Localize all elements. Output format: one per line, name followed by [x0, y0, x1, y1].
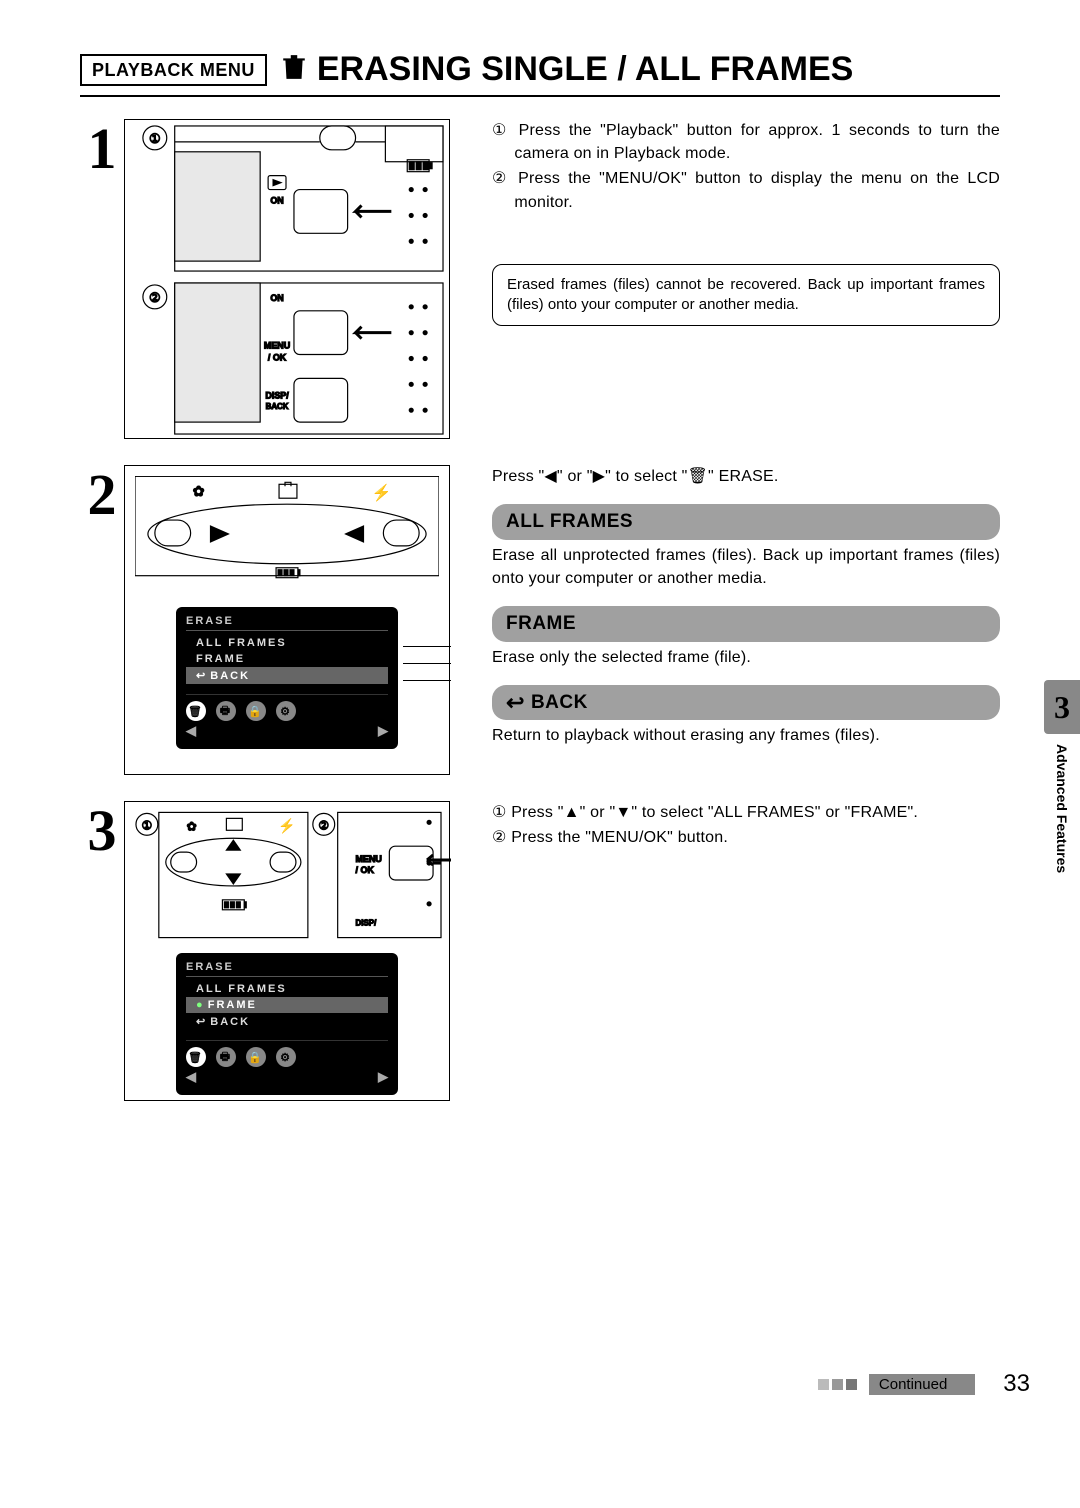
- lcd-title: ERASE: [186, 961, 388, 977]
- lcd-row-allframes: ALL FRAMES: [186, 981, 388, 997]
- trash-icon: 🗑: [186, 1047, 206, 1067]
- svg-text:DISP/: DISP/: [356, 919, 378, 928]
- svg-text:②: ②: [318, 818, 329, 832]
- back-desc: Return to playback without erasing any f…: [492, 724, 1000, 747]
- svg-text:MENU: MENU: [264, 341, 290, 351]
- chapter-side-tab: 3 Advanced Features: [1044, 680, 1080, 910]
- trash-icon: [281, 53, 317, 86]
- svg-text:✿: ✿: [187, 819, 197, 833]
- svg-text:①: ①: [142, 818, 153, 832]
- step-1: 1 ①: [80, 119, 1000, 439]
- section-back-header: ↩ BACK: [492, 685, 1000, 721]
- step2-lead: Press "◀" or "▶" to select "🗑" ERASE.: [492, 465, 1000, 488]
- warning-note: Erased frames (files) cannot be recovere…: [492, 264, 1000, 327]
- protect-icon: 🔒: [246, 1047, 266, 1067]
- step3-instruction-1: ① Press "▲" or "▼" to select "ALL FRAMES…: [492, 801, 1000, 824]
- svg-text:BACK: BACK: [266, 402, 289, 411]
- step-3: 3 ① ✿ ⚡: [80, 801, 1000, 1101]
- step1-instruction-1: ① Press the "Playback" button for approx…: [492, 119, 1000, 165]
- svg-text:/ OK: / OK: [356, 865, 375, 875]
- step1-instruction-2: ② Press the "MENU/OK" button to display …: [492, 167, 1000, 213]
- lcd-back-label: BACK: [210, 1016, 250, 1028]
- svg-text:DISP/: DISP/: [265, 390, 289, 400]
- playback-menu-badge: PLAYBACK MENU: [80, 54, 267, 86]
- svg-text:①: ①: [149, 131, 161, 146]
- lcd-row-frame: FRAME: [186, 651, 388, 667]
- diagram-step1: ① ON: [124, 119, 450, 439]
- diagram-step3: ① ✿ ⚡ ② M: [124, 801, 450, 1101]
- section-all-frames-header: ALL FRAMES: [492, 504, 1000, 540]
- continued-indicator-icon: [818, 1379, 857, 1390]
- svg-text:ON: ON: [270, 195, 283, 205]
- svg-text:ON: ON: [270, 293, 283, 303]
- page-title: ERASING SINGLE / ALL FRAMES: [317, 50, 853, 89]
- frame-desc: Erase only the selected frame (file).: [492, 646, 1000, 669]
- lcd-row-frame: ● FRAME: [186, 997, 388, 1013]
- svg-text:MENU: MENU: [356, 854, 382, 864]
- chapter-label: Advanced Features: [1054, 744, 1070, 873]
- page-title-row: PLAYBACK MENU ERASING SINGLE / ALL FRAME…: [80, 50, 1000, 97]
- step-number: 3: [80, 801, 124, 1101]
- lcd-menu: ERASE ALL FRAMES FRAME ↩ BACK 🗑 🖶 🔒 ⚙: [176, 607, 398, 749]
- svg-text:②: ②: [149, 290, 161, 305]
- continued-label: Continued: [869, 1374, 975, 1395]
- lcd-frame-label: FRAME: [208, 999, 257, 1011]
- svg-text:✿: ✿: [193, 483, 205, 499]
- lcd-row-back: ↩ BACK: [186, 1013, 388, 1030]
- step-2: 2 ✿ ⚡: [80, 465, 1000, 775]
- trash-icon: 🗑: [186, 701, 206, 721]
- back-label: BACK: [531, 689, 588, 717]
- lcd-menu: ERASE ALL FRAMES ● FRAME ↩ BACK 🗑 🖶 🔒: [176, 953, 398, 1095]
- lcd-back-label: BACK: [210, 670, 250, 682]
- svg-text:⚡: ⚡: [371, 483, 391, 502]
- svg-text:/ OK: / OK: [268, 352, 287, 362]
- lcd-row-back: ↩ BACK: [186, 667, 388, 684]
- setup-icon: ⚙: [276, 1047, 296, 1067]
- page-number: 33: [1003, 1370, 1030, 1398]
- protect-icon: 🔒: [246, 701, 266, 721]
- step3-instruction-2: ② Press the "MENU/OK" button.: [492, 826, 1000, 849]
- chapter-number: 3: [1044, 680, 1080, 734]
- diagram-step2: ✿ ⚡: [124, 465, 450, 775]
- back-arrow-icon: ↩: [506, 694, 525, 712]
- lcd-row-allframes: ALL FRAMES: [186, 635, 388, 651]
- print-icon: 🖶: [216, 701, 236, 721]
- lcd-title: ERASE: [186, 615, 388, 631]
- step-number: 1: [80, 119, 124, 439]
- setup-icon: ⚙: [276, 701, 296, 721]
- page-footer: Continued 33: [80, 1370, 1030, 1398]
- section-frame-header: FRAME: [492, 606, 1000, 642]
- allframes-desc: Erase all unprotected frames (files). Ba…: [492, 544, 1000, 590]
- step-number: 2: [80, 465, 124, 775]
- print-icon: 🖶: [216, 1047, 236, 1067]
- svg-text:⚡: ⚡: [278, 817, 295, 834]
